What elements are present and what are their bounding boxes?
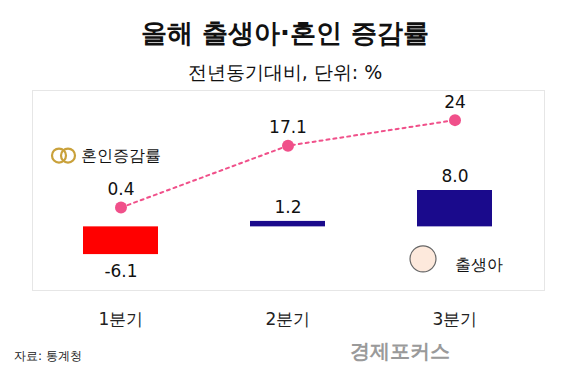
svg-text:1분기: 1분기 (99, 309, 144, 329)
svg-text:-6.1: -6.1 (104, 261, 137, 281)
html-text:올해 출생아·혼인 증감률: 올해 출생아·혼인 증감률 (141, 18, 429, 48)
svg-text:0.4: 0.4 (107, 179, 134, 199)
html-text:경제포커스: 경제포커스 (350, 339, 450, 363)
svg-text:2분기: 2분기 (266, 309, 311, 329)
svg-text:17.1: 17.1 (269, 117, 307, 137)
html-text:자료: 통계청: 자료: 통계청 (14, 349, 82, 363)
svg-text:1.2: 1.2 (274, 197, 301, 217)
svg-text:8.0: 8.0 (441, 166, 468, 186)
svg-text:출생아: 출생아 (455, 255, 503, 274)
svg-text:혼인증감률: 혼인증감률 (81, 146, 161, 165)
svg-text:24: 24 (444, 92, 466, 112)
html-text:전년동기대비, 단위: %: 전년동기대비, 단위: % (187, 61, 383, 83)
svg-text:3분기: 3분기 (433, 309, 478, 329)
